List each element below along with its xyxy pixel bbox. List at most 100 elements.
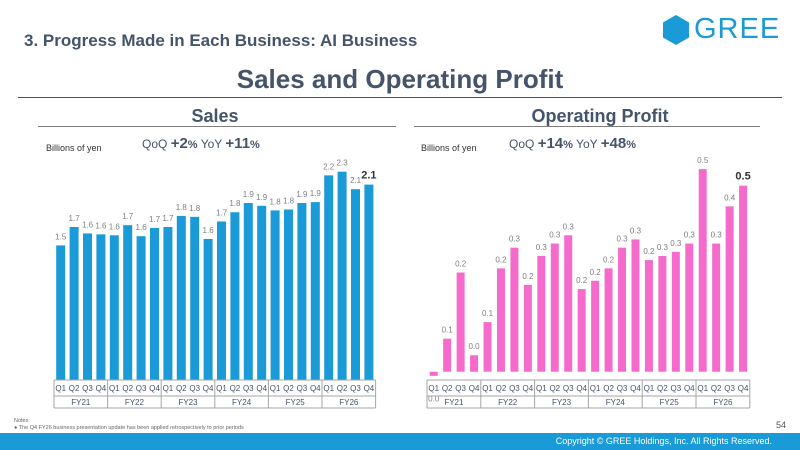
sales-bar [270, 210, 280, 380]
profit-bar [577, 289, 586, 372]
profit-data-label: 0.3 [657, 243, 669, 252]
profit-quarter-tick: Q4 [523, 384, 534, 393]
profit-data-label: 0.3 [684, 231, 696, 240]
sales-quarter-tick: Q1 [270, 384, 281, 393]
sales-data-label: 1.7 [122, 212, 134, 221]
sales-data-label: 1.8 [189, 204, 201, 213]
sales-fiscal-year-label: FY24 [232, 398, 252, 407]
sales-data-label: 1.6 [136, 223, 148, 232]
sales-bar [56, 245, 66, 380]
sales-quarter-tick: Q2 [176, 384, 187, 393]
sales-quarter-tick: Q2 [69, 384, 80, 393]
profit-data-label: 0.3 [509, 235, 521, 244]
profit-bar [496, 268, 505, 372]
profit-bar [483, 322, 492, 372]
sales-quarter-tick: Q1 [109, 384, 120, 393]
sales-data-label: 1.6 [95, 221, 107, 230]
sales-bar [217, 221, 226, 380]
sales-quarter-tick: Q1 [323, 384, 334, 393]
sales-data-label: 1.8 [283, 196, 295, 205]
profit-data-label: 0.0 [469, 342, 481, 351]
gree-logo: GREE [662, 13, 782, 46]
sales-bar [190, 216, 200, 380]
sales-qoq-label: QoQ [142, 137, 168, 151]
sales-data-label: 1.8 [229, 199, 241, 208]
sales-quarter-tick: Q4 [203, 384, 214, 393]
sales-data-label: 1.9 [243, 190, 255, 199]
sales-quarter-tick: Q3 [297, 384, 308, 393]
sales-yoy-label: YoY [200, 137, 223, 151]
profit-data-label: 0.1 [442, 326, 454, 335]
sales-bar [337, 171, 347, 380]
profit-bar [591, 280, 600, 372]
hexagon-icon [663, 15, 689, 45]
sales-fiscal-year-label: FY26 [339, 398, 359, 407]
profit-data-label: 0.3 [563, 222, 575, 231]
sales-quarter-tick: Q2 [122, 384, 133, 393]
sales-quarter-tick: Q4 [310, 384, 321, 393]
sales-bar [351, 189, 360, 380]
profit-quarter-tick: Q1 [536, 384, 547, 393]
profit-bar [510, 247, 519, 372]
sales-quarter-tick: Q2 [283, 384, 294, 393]
profit-data-label: 0.5 [735, 171, 750, 183]
profit-bar [550, 243, 559, 372]
sales-fiscal-year-label: FY22 [125, 398, 145, 407]
sales-quarter-tick: Q1 [55, 384, 66, 393]
profit-quarter-tick: Q4 [576, 384, 587, 393]
profit-data-label: 0.5 [697, 156, 709, 165]
sales-quarter-tick: Q1 [163, 384, 174, 393]
sales-bar [136, 236, 146, 380]
profit-heading-rule [414, 126, 760, 127]
profit-data-label: 0.2 [576, 276, 588, 285]
sales-qoq-value: +2 [170, 135, 188, 152]
sales-data-label: 1.8 [176, 203, 188, 212]
sales-bar [257, 205, 267, 380]
profit-quarter-tick: Q3 [670, 384, 681, 393]
sales-quarter-tick: Q3 [243, 384, 254, 393]
sales-bar [310, 202, 320, 380]
profit-quarter-tick: Q3 [563, 384, 574, 393]
profit-data-label: 0.3 [670, 239, 682, 248]
sales-quarter-tick: Q4 [149, 384, 160, 393]
profit-quarter-tick: Q1 [428, 384, 439, 393]
sales-data-label: 1.7 [162, 214, 174, 223]
sales-data-label: 1.6 [109, 222, 121, 231]
profit-quarter-tick: Q1 [590, 384, 601, 393]
sales-data-label: 2.2 [323, 162, 335, 171]
sales-data-label: 1.9 [310, 189, 322, 198]
profit-fiscal-year-label: FY23 [552, 398, 572, 407]
sales-quarter-tick: Q4 [256, 384, 267, 393]
profit-data-label: 0.2 [495, 255, 507, 264]
sales-quarter-tick: Q1 [216, 384, 227, 393]
profit-bar [725, 206, 734, 372]
sales-fiscal-year-label: FY23 [178, 398, 198, 407]
sales-data-label: 1.8 [270, 197, 282, 206]
sales-bar [123, 225, 133, 380]
sales-data-label: 1.9 [296, 190, 308, 199]
profit-fiscal-year-label: FY21 [444, 398, 464, 407]
sales-bar [83, 233, 92, 380]
profit-bar [470, 355, 479, 372]
sales-yoy-value: +11 [225, 135, 251, 152]
sales-qoq-pct: % [187, 139, 198, 151]
profit-yoy-pct: % [626, 139, 636, 151]
sales-growth-summary: QoQ +2% YoY +11% [142, 135, 260, 152]
sales-bar [324, 175, 334, 380]
profit-quarter-tick: Q2 [442, 384, 453, 393]
profit-bar [712, 243, 721, 372]
profit-bar [443, 338, 452, 372]
profit-bar [671, 251, 680, 372]
sales-quarter-tick: Q3 [136, 384, 147, 393]
sales-unit-label: Billions of yen [46, 143, 102, 153]
notes-heading: Notes: [14, 418, 30, 424]
sales-bar [243, 203, 253, 380]
logo-text: GREE [694, 13, 781, 45]
profit-quarter-tick: Q4 [738, 384, 749, 393]
profit-quarter-tick: Q3 [724, 384, 735, 393]
bar-charts: 1.5 Q1 1.7 Q2 1.6 Q3 1.6 Q4 1.6 Q1 1.7 Q2 1.6 Q3 1.7 Q4… [53, 156, 751, 409]
sales-quarter-tick: Q4 [364, 384, 375, 393]
profit-quarter-tick: Q2 [657, 384, 668, 393]
sales-heading-rule [38, 126, 396, 127]
profit-quarter-tick: Q1 [697, 384, 708, 393]
